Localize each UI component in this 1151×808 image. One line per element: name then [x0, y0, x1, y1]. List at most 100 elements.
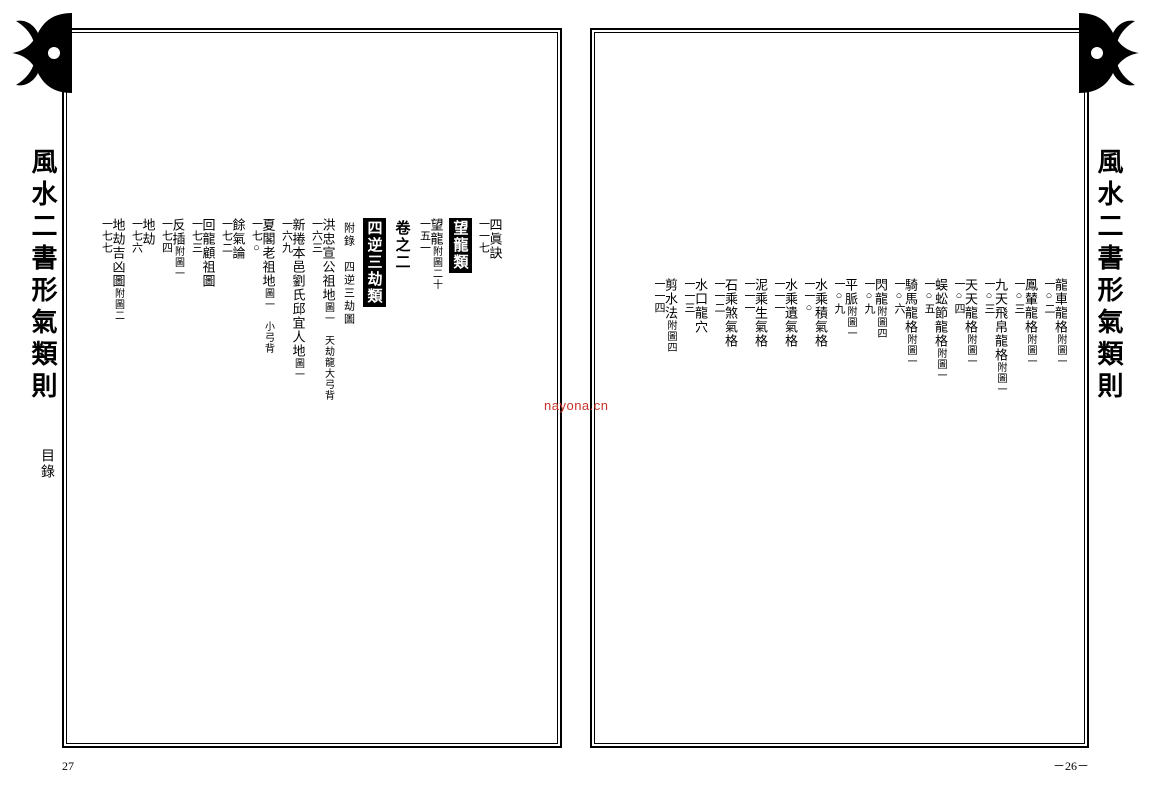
page-left: 風水二書形氣類則 目錄 四眞訣一一七望龍類望龍附圖二十一五一卷之二四逆三劫類附錄…	[0, 0, 576, 808]
toc-section-heading: 四逆三劫類	[363, 218, 386, 307]
toc-entry: 蜈蚣節龍格附圖一一○五	[923, 278, 947, 728]
toc-entry-page: 一○五	[923, 278, 934, 728]
toc-entry-note: 圖一 天劫龍大弓背	[323, 302, 334, 401]
toc-entry-title: 水乘遺氣格	[784, 278, 797, 728]
toc-entry-page: 一○二	[1043, 278, 1054, 728]
toc-entry-note: 附圖二	[113, 288, 124, 321]
toc-entry-page: 一○三	[983, 278, 994, 728]
toc-entry-note: 圖一 小弓背	[263, 288, 274, 354]
page-number-right: －26－	[1053, 757, 1089, 774]
toc-appendix-heading: 附錄 四逆三劫圖	[341, 218, 357, 326]
toc-entry: 四眞訣一一七	[478, 218, 502, 728]
toc-entry-page: 一七六	[131, 218, 142, 728]
toc-entry-note: 附圖二十	[431, 246, 442, 290]
toc-entry-page: 一○六	[893, 278, 904, 728]
toc-entry-page: 一一二	[713, 278, 724, 728]
toc-entry-page: 一七二	[221, 218, 232, 728]
toc-entry-title: 水口龍穴	[694, 278, 707, 728]
toc-right: 龍車龍格附圖一一○二鳳輦龍格附圖一一○三九天飛帛龍格附圖一一○三天天龍格附圖一一…	[650, 278, 1068, 728]
watermark-text: nayona.cn	[544, 398, 609, 413]
toc-entry-page: 一一○	[803, 278, 814, 728]
toc-entry-title: 水乘積氣格	[814, 278, 827, 728]
toc-entry-title: 地劫	[142, 218, 155, 728]
toc-entry-page: 一○九	[833, 278, 844, 728]
toc-entry-title: 地劫吉凶圖附圖二	[112, 218, 125, 728]
toc-entry-page: 一一七	[478, 218, 489, 728]
toc-entry-note: 圖一	[293, 358, 304, 380]
toc-entry-title: 龍車龍格附圖一	[1054, 278, 1067, 728]
toc-entry-note: 附圖四	[665, 320, 676, 353]
toc-entry-title: 蜈蚣節龍格附圖一	[934, 278, 947, 728]
toc-entry-page: 一一一	[773, 278, 784, 728]
toc-entry-page: 一○九	[863, 278, 874, 728]
toc-volume-heading: 卷之二	[392, 218, 413, 271]
toc-entry: 剪水法附圖四一一四	[653, 278, 677, 728]
toc-entry-title: 石乘煞氣格	[724, 278, 737, 728]
toc-entry-page: 一○三	[1013, 278, 1024, 728]
toc-entry-title: 泥乘生氣格	[754, 278, 767, 728]
toc-entry-note: 附圖一	[1055, 334, 1066, 367]
toc-entry: 泥乘生氣格一一一	[743, 278, 767, 728]
toc-entry-note: 附圖四	[875, 306, 886, 339]
toc-entry-page: 一七四	[161, 218, 172, 728]
toc-entry: 閃龍附圖四一○九	[863, 278, 887, 728]
toc-entry-title: 洪忠宣公祖地圖一 天劫龍大弓背	[322, 218, 335, 728]
toc-entry-page: 一一三	[683, 278, 694, 728]
toc-entry-note: 附圖一	[173, 246, 184, 279]
toc-entry-page: 一一一	[743, 278, 754, 728]
page-number-left: 27	[62, 759, 74, 774]
toc-entry-title: 騎馬龍格附圖一	[904, 278, 917, 728]
toc-entry: 餘氣論一七二	[221, 218, 245, 728]
toc-entry: 望龍附圖二十一五一	[419, 218, 443, 728]
toc-entry: 地劫吉凶圖附圖二一七七	[101, 218, 125, 728]
toc-entry: 反插附圖一一七四	[161, 218, 185, 728]
toc-entry: 回龍顧祖圖一七三	[191, 218, 215, 728]
toc-entry-page: 一七三	[191, 218, 202, 728]
toc-entry-title: 平脈附圖一	[844, 278, 857, 728]
toc-entry: 龍車龍格附圖一一○二	[1043, 278, 1067, 728]
toc-entry-page: 一六九	[281, 218, 292, 728]
toc-entry-note: 附圖一	[905, 334, 916, 367]
toc-entry-title: 回龍顧祖圖	[202, 218, 215, 728]
toc-entry: 地劫一七六	[131, 218, 155, 728]
toc-entry-note: 附圖一	[845, 306, 856, 339]
toc-entry-title: 剪水法附圖四	[664, 278, 677, 728]
margin-title-right: 風水二書形氣類則	[1090, 148, 1127, 404]
toc-entry-title: 反插附圖一	[172, 218, 185, 728]
margin-subtitle-left: 目錄	[36, 448, 56, 480]
toc-entry-page: 一六三	[311, 218, 322, 728]
toc-entry-page: 一七七	[101, 218, 112, 728]
toc-entry: 水口龍穴一一三	[683, 278, 707, 728]
toc-entry: 新捲本邑劉氏邱宜人地圖一一六九	[281, 218, 305, 728]
toc-entry-title: 新捲本邑劉氏邱宜人地圖一	[292, 218, 305, 728]
toc-entry: 平脈附圖一一○九	[833, 278, 857, 728]
toc-entry: 天天龍格附圖一一○四	[953, 278, 977, 728]
toc-entry-note: 附圖一	[935, 348, 946, 381]
toc-entry: 騎馬龍格附圖一一○六	[893, 278, 917, 728]
toc-entry-title: 四眞訣	[489, 218, 502, 728]
toc-entry-title: 望龍附圖二十	[430, 218, 443, 728]
toc-entry-page: 一○四	[953, 278, 964, 728]
toc-entry-title: 夏閣老祖地圖一 小弓背	[262, 218, 275, 728]
toc-entry-page: 一一四	[653, 278, 664, 728]
page-right: 風水二書形氣類則 龍車龍格附圖一一○二鳳輦龍格附圖一一○三九天飛帛龍格附圖一一○…	[576, 0, 1151, 808]
toc-entry-note: 附圖一	[965, 334, 976, 367]
margin-title-left: 風水二書形氣類則	[24, 148, 61, 404]
toc-entry-page: 一五一	[419, 218, 430, 728]
toc-entry-title: 鳳輦龍格附圖一	[1024, 278, 1037, 728]
toc-entry: 鳳輦龍格附圖一一○三	[1013, 278, 1037, 728]
toc-entry: 水乘遺氣格一一一	[773, 278, 797, 728]
toc-entry-note: 附圖一	[995, 362, 1006, 395]
toc-entry-page: 一七○	[251, 218, 262, 728]
toc-entry: 水乘積氣格一一○	[803, 278, 827, 728]
toc-entry: 石乘煞氣格一一二	[713, 278, 737, 728]
toc-entry-title: 餘氣論	[232, 218, 245, 728]
toc-entry: 夏閣老祖地圖一 小弓背一七○	[251, 218, 275, 728]
toc-section-heading: 望龍類	[449, 218, 472, 273]
toc-entry: 九天飛帛龍格附圖一一○三	[983, 278, 1007, 728]
toc-entry-title: 九天飛帛龍格附圖一	[994, 278, 1007, 728]
toc-entry-title: 天天龍格附圖一	[964, 278, 977, 728]
toc-left: 四眞訣一一七望龍類望龍附圖二十一五一卷之二四逆三劫類附錄 四逆三劫圖洪忠宣公祖地…	[84, 218, 502, 728]
toc-entry-note: 附圖一	[1025, 334, 1036, 367]
toc-entry-title: 閃龍附圖四	[874, 278, 887, 728]
